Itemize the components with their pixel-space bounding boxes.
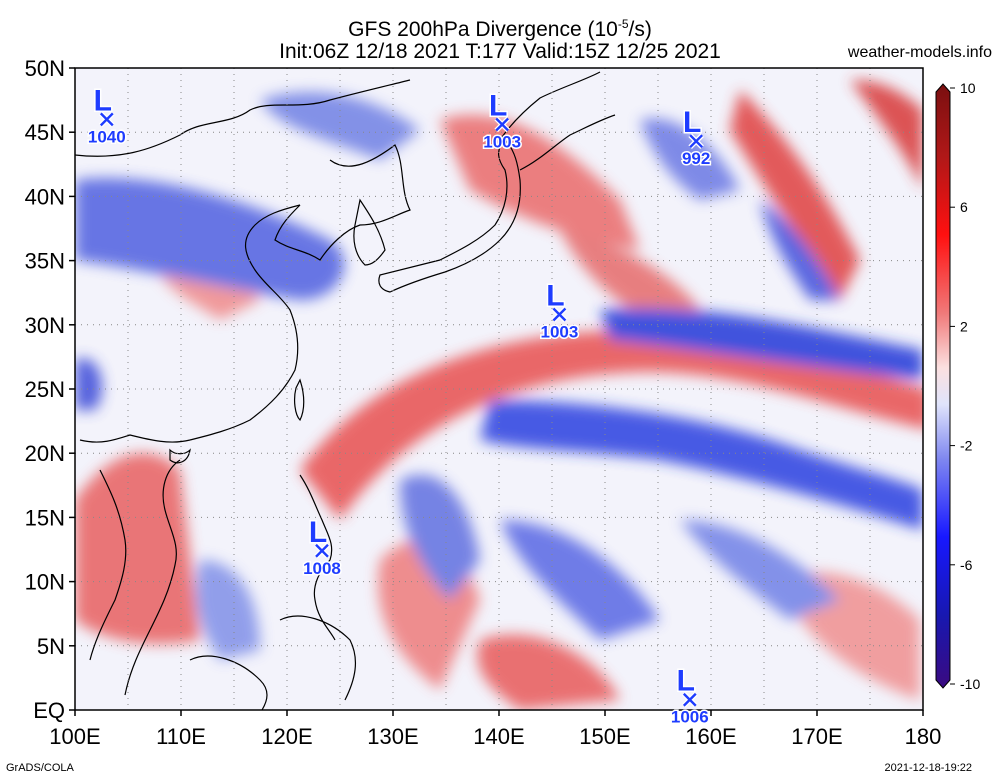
low-symbol: L bbox=[677, 665, 695, 698]
low-marker: L 1003 bbox=[482, 88, 523, 153]
lon-label: 150E bbox=[579, 724, 630, 749]
latitude-labels: 50N 45N 40N 35N 30N 25N 20N 15N 10N 5N EQ bbox=[25, 56, 75, 723]
low-center-x bbox=[682, 692, 697, 707]
low-pressure-value: 992 bbox=[682, 149, 710, 168]
site-credit: weather-models.info bbox=[847, 44, 992, 61]
low-center-x bbox=[99, 112, 114, 127]
lon-label: 140E bbox=[473, 724, 524, 749]
low-center-x bbox=[552, 307, 567, 322]
colorbar-label: -2 bbox=[960, 438, 973, 454]
lat-label: 50N bbox=[25, 56, 65, 81]
colorbar-label: -10 bbox=[960, 676, 980, 692]
low-symbol: L bbox=[94, 84, 112, 117]
lon-label: 160E bbox=[685, 724, 736, 749]
lat-label: 45N bbox=[25, 120, 65, 145]
footer-credit: GrADS/COLA bbox=[6, 762, 74, 774]
lon-label: 180 bbox=[905, 724, 942, 749]
lat-label: 10N bbox=[25, 570, 65, 595]
low-pressure-value: 1008 bbox=[303, 559, 341, 578]
lat-label: EQ bbox=[33, 698, 65, 723]
colorbar-ramp bbox=[935, 83, 951, 689]
low-symbol: L bbox=[546, 280, 564, 313]
colorbar-label: 2 bbox=[960, 318, 968, 334]
map-title: GFS 200hPa Divergence (10-5/s) bbox=[348, 17, 652, 41]
map-subtitle: Init:06Z 12/18 2021 T:177 Valid:15Z 12/2… bbox=[279, 40, 721, 63]
low-symbol: L bbox=[309, 516, 327, 549]
lat-label: 5N bbox=[37, 634, 65, 659]
colorbar-label: 10 bbox=[960, 80, 976, 96]
lat-label: 25N bbox=[25, 377, 65, 402]
low-center-x bbox=[689, 134, 704, 149]
low-center-x bbox=[315, 543, 329, 558]
longitude-labels: 100E 110E 120E 130E 140E 150E 160E 170E 180 bbox=[49, 710, 941, 749]
colorbar-label: -6 bbox=[960, 557, 973, 573]
low-pressure-value: 1003 bbox=[541, 323, 579, 342]
lon-label: 170E bbox=[791, 724, 842, 749]
divergence-field bbox=[75, 68, 923, 710]
low-symbol: L bbox=[489, 89, 507, 122]
coastlines bbox=[75, 71, 616, 710]
lat-label: 30N bbox=[25, 313, 65, 338]
low-marker: L 992 bbox=[680, 105, 711, 170]
low-pressure-value: 1003 bbox=[483, 132, 521, 151]
low-marker: L 1040 bbox=[86, 83, 127, 148]
low-pressure-value: 1006 bbox=[671, 708, 709, 727]
colorbar-ticks: 10 6 2 -2 -6 -10 bbox=[950, 80, 980, 692]
divergence-map: 50N 45N 40N 35N 30N 25N 20N 15N 10N 5N EQ 100E 110E… bbox=[25, 56, 981, 749]
lon-label: 100E bbox=[49, 724, 100, 749]
colorbar-label: 6 bbox=[960, 199, 968, 215]
low-marker: L 1006 bbox=[669, 663, 710, 728]
lat-label: 40N bbox=[25, 184, 65, 209]
low-pressure-markers: L 1040 L 1003 L 992 L 1003 L 1008 L 1006 bbox=[86, 83, 711, 728]
lat-label: 20N bbox=[25, 441, 65, 466]
low-center-x bbox=[495, 117, 510, 132]
lon-label: 120E bbox=[261, 724, 312, 749]
lat-label: 35N bbox=[25, 249, 65, 274]
lon-label: 130E bbox=[367, 724, 418, 749]
low-marker: L 1003 bbox=[539, 278, 580, 343]
footer-timestamp: 2021-12-18-19:22 bbox=[884, 762, 972, 774]
low-symbol: L bbox=[683, 106, 701, 139]
low-pressure-value: 1040 bbox=[88, 127, 126, 146]
colorbar: 10 6 2 -2 -6 -10 bbox=[935, 80, 980, 692]
lat-label: 15N bbox=[25, 505, 65, 530]
low-marker: L 1008 bbox=[302, 514, 343, 579]
lon-label: 110E bbox=[156, 724, 206, 749]
